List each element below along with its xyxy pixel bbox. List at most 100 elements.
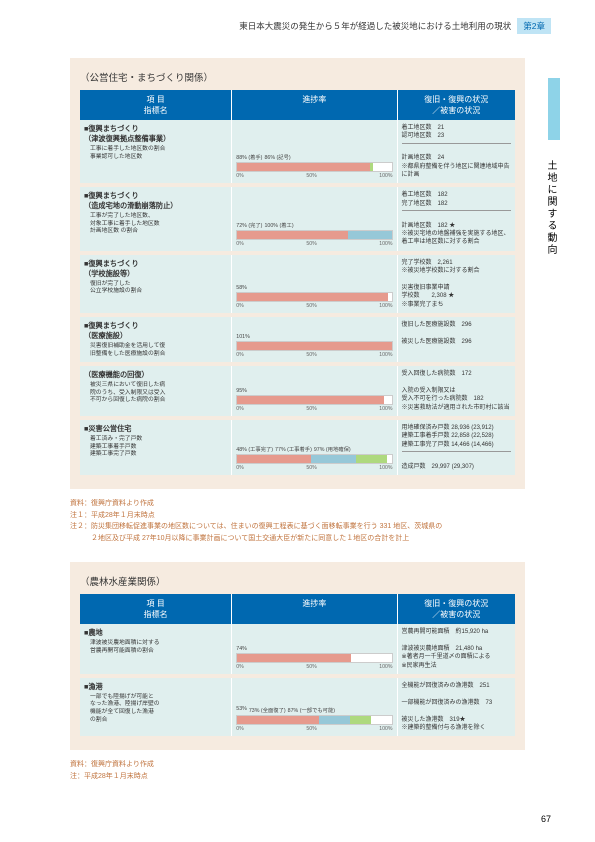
bar-axis: 0%50%100% bbox=[236, 664, 392, 670]
bar-top-labels: 101% bbox=[236, 334, 392, 340]
indicator-cell: ■農地津波被災農地面積に対する営農再開可能面積の割合 bbox=[80, 624, 232, 674]
th-status: 復旧・復興の状況／被害の状況 bbox=[398, 594, 515, 624]
header-title: 東日本大震災の発生から５年が経過した被災地における土地利用の現状 bbox=[239, 20, 511, 32]
bar-axis: 0%50%100% bbox=[236, 173, 392, 179]
indicator-title: ■災害公営住宅 bbox=[84, 424, 227, 434]
table-row: ■復興まちづくり（医療施設） 災害復旧補助金を活用して復旧整備をした医療施設の割合… bbox=[80, 317, 515, 366]
th-status: 復旧・復興の状況／被害の状況 bbox=[398, 90, 515, 120]
table-row: ■災害公営住宅着工済み・完了戸数建築工事着手戸数建築工事完了戸数48% (工事完… bbox=[80, 420, 515, 479]
bar-segment bbox=[237, 396, 384, 404]
panel2-header-row: 項 目指標名 進捗率 復旧・復興の状況／被害の状況 bbox=[80, 594, 515, 624]
progress-cell: 95% 0%50%100% bbox=[232, 366, 397, 416]
progress-bar bbox=[236, 230, 392, 240]
th-indicator: 項 目指標名 bbox=[80, 594, 232, 624]
bar-segment bbox=[311, 455, 356, 463]
indicator-title: ■復興まちづくり（学校施設等） bbox=[84, 259, 227, 279]
progress-cell: 58% 0%50%100% bbox=[232, 255, 397, 313]
bar-top-labels: 48% (工事完了)77% (工事着手)97% (用地確保) bbox=[236, 445, 392, 453]
progress-bar bbox=[236, 341, 392, 351]
indicator-title: ■復興まちづくり（津波復興拠点整備事業） bbox=[84, 124, 227, 144]
indicator-cell: ■災害公営住宅着工済み・完了戸数建築工事着手戸数建築工事完了戸数 bbox=[80, 420, 232, 475]
status-cell: 復旧した医療施設数 296被災した医療施設数 296 bbox=[398, 317, 515, 362]
table-row: ■復興まちづくり（学校施設等） 復旧が完了した公立学校施設の割合 58% 0%50%1… bbox=[80, 255, 515, 317]
status-cell: 用地確保済み戸数 28,936 (23,912)建築工事着手戸数 22,858 … bbox=[398, 420, 515, 475]
bar-segment bbox=[319, 716, 350, 724]
bar-segment bbox=[348, 231, 391, 239]
bar-segment bbox=[237, 716, 319, 724]
bar-segment bbox=[237, 455, 311, 463]
page-number: 67 bbox=[541, 814, 551, 824]
indicator-title: ■農地 bbox=[84, 628, 227, 638]
indicator-title: （医療機能の回復） bbox=[84, 370, 227, 380]
bar-segment bbox=[237, 293, 388, 301]
table-row: ■復興まちづくり（造成宅地の滑動崩落防止）工事が完了した地区数、対象工事に着手し… bbox=[80, 187, 515, 254]
progress-cell: 48% (工事完了)77% (工事着手)97% (用地確保) 0%50%100% bbox=[232, 420, 397, 475]
indicator-title: ■復興まちづくり（造成宅地の滑動崩落防止） bbox=[84, 191, 227, 211]
progress-bar bbox=[236, 653, 392, 663]
bar-top-labels: 53%73% (全面復了)87% (一部でも可能) bbox=[236, 706, 392, 714]
table-row: ■復興まちづくり（津波復興拠点整備事業） 工事に着手した地区数の割合事業認可した地… bbox=[80, 120, 515, 187]
page-header: 東日本大震災の発生から５年が経過した被災地における土地利用の現状 第2章 bbox=[0, 0, 595, 38]
status-cell: 完了学校数 2,261※被災地学校数に対する割合災害復旧事業申請学校数 2,30… bbox=[398, 255, 515, 313]
panel1-title: （公営住宅・まちづくり関係） bbox=[80, 70, 515, 84]
bar-segment bbox=[237, 231, 348, 239]
progress-bar bbox=[236, 715, 392, 725]
table-row: ■漁港一部でも陸揚げが可能となった漁港、陸揚げ岸壁の機能が全て回復した漁港の割合… bbox=[80, 678, 515, 740]
indicator-sub: 工事に着手した地区数の割合事業認可した地区数 bbox=[90, 146, 227, 161]
status-cell: 全機能が回復済みの漁港数 251一部機能が回復済みの漁港数 73被災した漁港数 … bbox=[398, 678, 515, 736]
bar-top-labels: 72% (完了)100% (着工) bbox=[236, 221, 392, 229]
bar-axis: 0%50%100% bbox=[236, 726, 392, 732]
bar-segment bbox=[237, 342, 391, 350]
bar-axis: 0%50%100% bbox=[236, 352, 392, 358]
indicator-sub: 災害復旧補助金を活用して復旧整備をした医療施設の割合 bbox=[90, 343, 227, 358]
indicator-title: ■復興まちづくり（医療施設） bbox=[84, 321, 227, 341]
progress-bar bbox=[236, 454, 392, 464]
bar-segment bbox=[370, 163, 373, 171]
bar-top-labels: 88% (着手)86% (記号) bbox=[236, 153, 392, 161]
progress-bar bbox=[236, 162, 392, 172]
progress-cell: 88% (着手)86% (記号) 0%50%100% bbox=[232, 120, 397, 183]
progress-cell: 101% 0%50%100% bbox=[232, 317, 397, 362]
status-cell: 着工地区数 182完了地区数 182計画地区数 182 ★※被災宅地の地盤補強を… bbox=[398, 187, 515, 250]
status-cell: 営農再開可能面積 約15,920 ha津波被災農地面積 21,480 ha※著者… bbox=[398, 624, 515, 674]
indicator-sub: 工事が完了した地区数、対象工事に着手した地区数計画地区数 の割合 bbox=[90, 213, 227, 236]
notes-panel1: 資料：復興庁資料より作成注１：平成28年１月末時点注２：防災集団移転促進事業の地… bbox=[70, 499, 525, 544]
indicator-cell: ■復興まちづくり（学校施設等） 復旧が完了した公立学校施設の割合 bbox=[80, 255, 232, 313]
bar-top-labels: 58% bbox=[236, 285, 392, 291]
panel-housing: （公営住宅・まちづくり関係） 項 目指標名 進捗率 復旧・復興の状況／被害の状況… bbox=[70, 58, 525, 489]
indicator-sub: 着工済み・完了戸数建築工事着手戸数建築工事完了戸数 bbox=[90, 436, 227, 459]
panel-agri: （農林水産業関係） 項 目指標名 進捗率 復旧・復興の状況／被害の状況 ■農地津… bbox=[70, 562, 525, 750]
progress-cell: 53%73% (全面復了)87% (一部でも可能) 0%50%100% bbox=[232, 678, 397, 736]
indicator-sub: 一部でも陸揚げが可能となった漁港、陸揚げ岸壁の機能が全て回復した漁港の割合 bbox=[90, 694, 227, 724]
side-title: 土地に関する動向 bbox=[543, 160, 558, 256]
bar-top-labels: 95% bbox=[236, 388, 392, 394]
indicator-cell: ■復興まちづくり（造成宅地の滑動崩落防止）工事が完了した地区数、対象工事に着手し… bbox=[80, 187, 232, 250]
status-cell: 着工地区数 21認可地区数 23計画地区数 24※都県府整備を伴う地区に関連地域… bbox=[398, 120, 515, 183]
indicator-sub: 被災三県において復旧した病院のうち、受入制限又は受入不可から回復した病院の割合 bbox=[90, 382, 227, 405]
bar-top-labels: 74% bbox=[236, 646, 392, 652]
bar-segment bbox=[237, 163, 370, 171]
indicator-cell: ■漁港一部でも陸揚げが可能となった漁港、陸揚げ岸壁の機能が全て回復した漁港の割合 bbox=[80, 678, 232, 736]
progress-cell: 72% (完了)100% (着工) 0%50%100% bbox=[232, 187, 397, 250]
indicator-cell: ■復興まちづくり（医療施設） 災害復旧補助金を活用して復旧整備をした医療施設の割合 bbox=[80, 317, 232, 362]
th-progress: 進捗率 bbox=[232, 90, 397, 120]
th-progress: 進捗率 bbox=[232, 594, 397, 624]
indicator-cell: ■復興まちづくり（津波復興拠点整備事業） 工事に着手した地区数の割合事業認可した地… bbox=[80, 120, 232, 183]
bar-axis: 0%50%100% bbox=[236, 465, 392, 471]
th-indicator: 項 目指標名 bbox=[80, 90, 232, 120]
panel1-header-row: 項 目指標名 進捗率 復旧・復興の状況／被害の状況 bbox=[80, 90, 515, 120]
bar-segment bbox=[237, 654, 351, 662]
status-cell: 受入回復した病院数 172入院の受入制限又は受入不可を行った病院数 182※災害… bbox=[398, 366, 515, 416]
progress-bar bbox=[236, 292, 392, 302]
bar-axis: 0%50%100% bbox=[236, 303, 392, 309]
chapter-badge: 第2章 bbox=[517, 18, 551, 34]
notes-panel2: 資料：復興庁資料より作成注：平成28年１月末時点 bbox=[70, 760, 525, 782]
progress-cell: 74% 0%50%100% bbox=[232, 624, 397, 674]
bar-axis: 0%50%100% bbox=[236, 241, 392, 247]
indicator-cell: （医療機能の回復） 被災三県において復旧した病院のうち、受入制限又は受入不可から回… bbox=[80, 366, 232, 416]
indicator-sub: 復旧が完了した公立学校施設の割合 bbox=[90, 281, 227, 296]
panel2-title: （農林水産業関係） bbox=[80, 574, 515, 588]
side-accent bbox=[548, 78, 560, 140]
bar-axis: 0%50%100% bbox=[236, 406, 392, 412]
progress-bar bbox=[236, 395, 392, 405]
